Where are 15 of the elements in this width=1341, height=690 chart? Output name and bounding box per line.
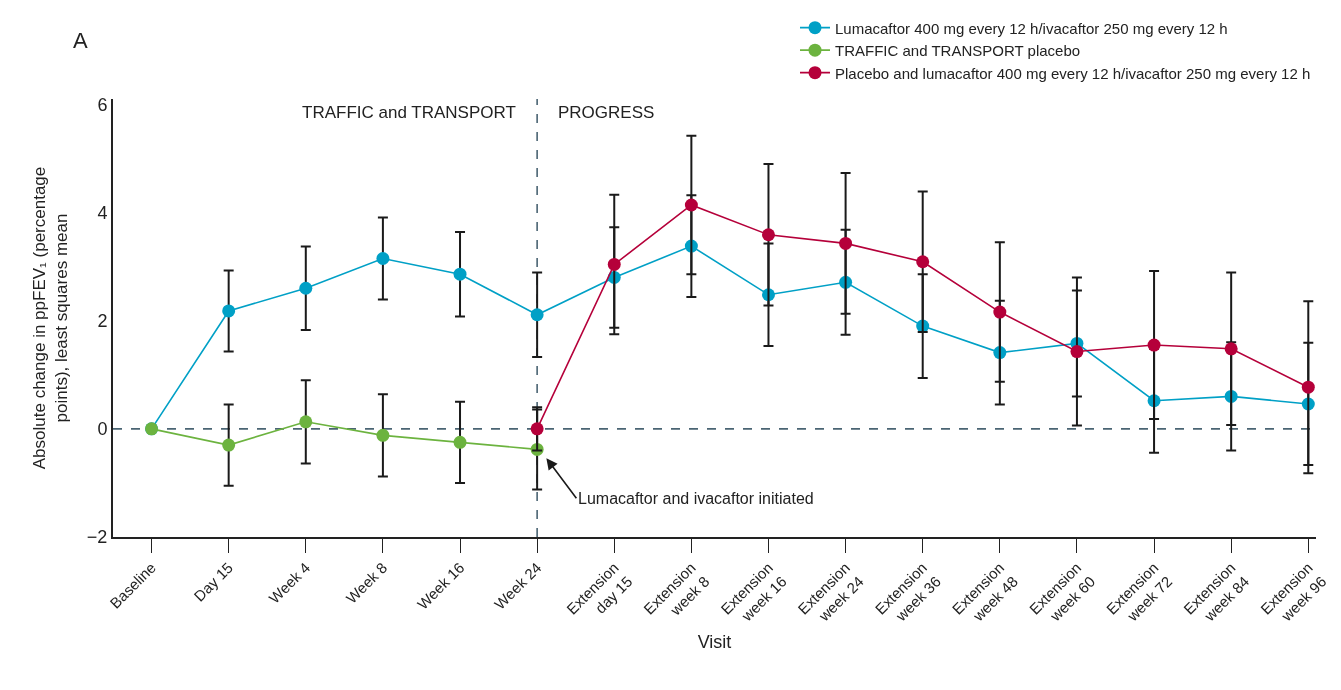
y-tick-label: −2 <box>86 527 108 548</box>
y-tick-label: 6 <box>97 94 108 115</box>
legend-label: Placebo and lumacaftor 400 mg every 12 h/ivacaftor 250 mg every 12 h <box>835 64 1311 82</box>
legend-label: TRAFFIC and TRANSPORT placebo <box>835 42 1081 59</box>
x-tick-label: Day 15 <box>190 558 237 605</box>
x-axis-title: Visit <box>697 631 732 652</box>
legend-label: Lumacaftor 400 mg every 12 h/ivacaftor 250 mg every 12 h <box>835 19 1228 37</box>
y-tick-label: 0 <box>97 419 108 440</box>
annotation: PROGRESS <box>558 103 655 122</box>
text: A <box>73 28 88 53</box>
y-tick-label: 2 <box>97 311 108 331</box>
y-axis-title: Absolute change in ppFEV₁ (percentage points), least squares mean <box>29 166 71 470</box>
annotation: Lumacaftor and ivacaftor initiated <box>578 490 814 507</box>
annotation: TRAFFIC and TRANSPORT <box>302 103 516 122</box>
y-tick-label: 4 <box>97 202 108 223</box>
